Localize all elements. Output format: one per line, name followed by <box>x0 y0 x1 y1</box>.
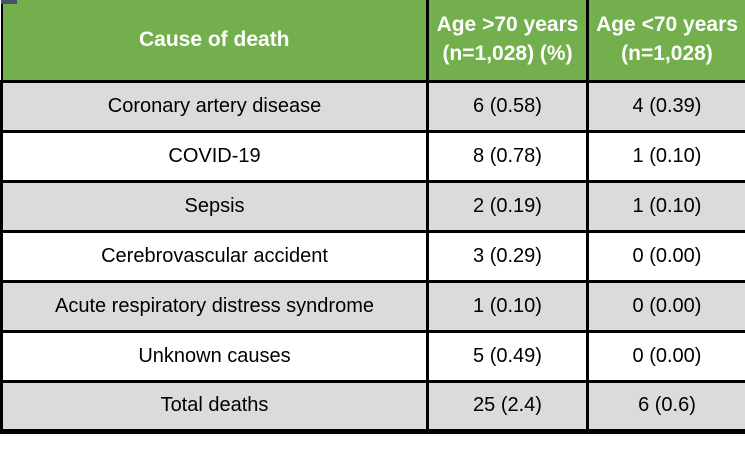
header-age-over-70: Age >70 years (n=1,028) (%) <box>426 0 589 83</box>
cell-cause: COVID-19 <box>0 129 429 183</box>
cell-cause: Sepsis <box>0 179 429 233</box>
cell-under70-value: 0 (0.00) <box>586 229 745 283</box>
cell-cause: Acute respiratory distress syndrome <box>0 279 429 333</box>
header-age-under-70-line2: (n=1,028) <box>621 41 713 65</box>
cell-over70-value: 5 (0.49) <box>426 329 589 383</box>
table-row-covid-19: COVID-19 8 (0.78) 1 (0.10) <box>0 129 745 183</box>
header-age-under-70-line1: Age <70 years <box>596 13 738 37</box>
cell-under70-value: 1 (0.10) <box>586 129 745 183</box>
cell-cause: Cerebrovascular accident <box>0 229 429 283</box>
cell-over70-value: 25 (2.4) <box>426 379 589 434</box>
cell-under70-value: 1 (0.10) <box>586 179 745 233</box>
table-row-acute-respiratory-distress-syndrome: Acute respiratory distress syndrome 1 (0… <box>0 279 745 333</box>
cell-under70-value: 0 (0.00) <box>586 279 745 333</box>
cell-under70-value: 4 (0.39) <box>586 79 745 133</box>
table-row-total-deaths: Total deaths 25 (2.4) 6 (0.6) <box>0 379 745 434</box>
cell-over70-value: 2 (0.19) <box>426 179 589 233</box>
header-age-under-70: Age <70 years (n=1,028) <box>586 0 745 83</box>
selection-handle <box>1 0 17 4</box>
header-cause-of-death-label: Cause of death <box>138 27 290 51</box>
cell-under70-value: 6 (0.6) <box>586 379 745 434</box>
table-row-unknown-causes: Unknown causes 5 (0.49) 0 (0.00) <box>0 329 745 383</box>
cell-under70-value: 0 (0.00) <box>586 329 745 383</box>
cell-cause: Coronary artery disease <box>0 79 429 133</box>
cell-over70-value: 3 (0.29) <box>426 229 589 283</box>
cell-over70-value: 8 (0.78) <box>426 129 589 183</box>
cell-cause: Unknown causes <box>0 329 429 383</box>
cause-of-death-table: Cause of death Age >70 years (n=1,028) (… <box>0 0 745 434</box>
table-row-coronary-artery-disease: Coronary artery disease 6 (0.58) 4 (0.39… <box>0 79 745 133</box>
table-row-cerebrovascular-accident: Cerebrovascular accident 3 (0.29) 0 (0.0… <box>0 229 745 283</box>
header-age-over-70-line1: Age >70 years <box>436 13 579 37</box>
table-row-sepsis: Sepsis 2 (0.19) 1 (0.10) <box>0 179 745 233</box>
cell-over70-value: 1 (0.10) <box>426 279 589 333</box>
cell-cause: Total deaths <box>0 379 429 434</box>
header-age-over-70-line2: (n=1,028) (%) <box>442 41 573 65</box>
header-cause-of-death: Cause of death <box>0 0 429 83</box>
header-row: Cause of death Age >70 years (n=1,028) (… <box>0 0 745 83</box>
cell-over70-value: 6 (0.58) <box>426 79 589 133</box>
